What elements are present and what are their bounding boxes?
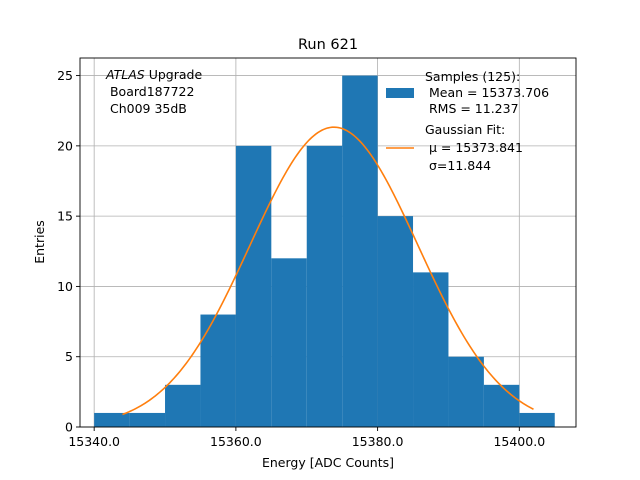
histogram-bar-8 bbox=[377, 216, 414, 427]
histogram-bar-0 bbox=[94, 412, 130, 427]
x-tick-label-1: 15360.0 bbox=[210, 434, 262, 449]
atlas-annotation: ATLAS Upgrade Board187722 Ch009 35dB bbox=[105, 67, 202, 116]
histogram-bar-1 bbox=[129, 412, 166, 427]
histogram-bar-4 bbox=[235, 145, 272, 427]
histogram-bar-9 bbox=[413, 272, 449, 427]
chart-title: Run 621 bbox=[298, 37, 358, 53]
x-axis-ticks: 15340.0 15360.0 15380.0 15400.0 bbox=[68, 427, 545, 449]
histogram-bars bbox=[94, 75, 555, 428]
histogram-bar-6 bbox=[306, 145, 343, 427]
gaussian-fit-curve bbox=[122, 126, 534, 416]
y-axis-label: Entries bbox=[32, 220, 47, 264]
y-tick-label-5: 25 bbox=[57, 68, 73, 83]
histogram-bar-11 bbox=[483, 384, 520, 427]
histogram-bar-2 bbox=[165, 384, 201, 427]
annotation-channel: Ch009 35dB bbox=[106, 101, 187, 116]
legend-samples-line3: RMS = 11.237 bbox=[425, 101, 519, 116]
x-axis-label: Energy [ADC Counts] bbox=[262, 455, 394, 470]
legend-fit-line1: Gaussian Fit: bbox=[425, 122, 505, 137]
histogram-bar-3 bbox=[200, 314, 236, 427]
legend-samples-line1: Samples (125): bbox=[425, 69, 520, 84]
x-tick-label-0: 15340.0 bbox=[68, 434, 120, 449]
y-tick-label-0: 0 bbox=[65, 420, 73, 435]
plot-frame bbox=[79, 57, 577, 428]
legend-samples-line2: Mean = 15373.706 bbox=[425, 85, 549, 100]
y-tick-label-1: 5 bbox=[65, 349, 73, 364]
annotation-board: Board187722 bbox=[106, 84, 194, 99]
x-tick-label-2: 15380.0 bbox=[352, 434, 404, 449]
legend-fit-line2: μ = 15373.841 bbox=[425, 140, 523, 155]
legend-samples-swatch bbox=[386, 88, 414, 98]
x-tick-label-3: 15400.0 bbox=[493, 434, 545, 449]
svg-text:ATLAS Upgrade: ATLAS Upgrade bbox=[105, 67, 202, 82]
y-tick-label-3: 15 bbox=[57, 209, 73, 224]
y-tick-label-4: 20 bbox=[57, 138, 73, 153]
y-tick-label-2: 10 bbox=[57, 279, 73, 294]
histogram-bar-7 bbox=[342, 75, 378, 428]
annotation-atlas: ATLAS bbox=[105, 67, 145, 82]
legend-fit-line3: σ=11.844 bbox=[425, 158, 491, 173]
annotation-upgrade: Upgrade bbox=[145, 67, 203, 82]
histogram-bar-12 bbox=[519, 412, 555, 427]
legend: Samples (125): Mean = 15373.706 RMS = 11… bbox=[386, 69, 549, 173]
histogram-bar-5 bbox=[271, 258, 307, 427]
histogram-bar-10 bbox=[448, 356, 484, 427]
y-axis-ticks: 0 5 10 15 20 25 bbox=[57, 68, 80, 435]
